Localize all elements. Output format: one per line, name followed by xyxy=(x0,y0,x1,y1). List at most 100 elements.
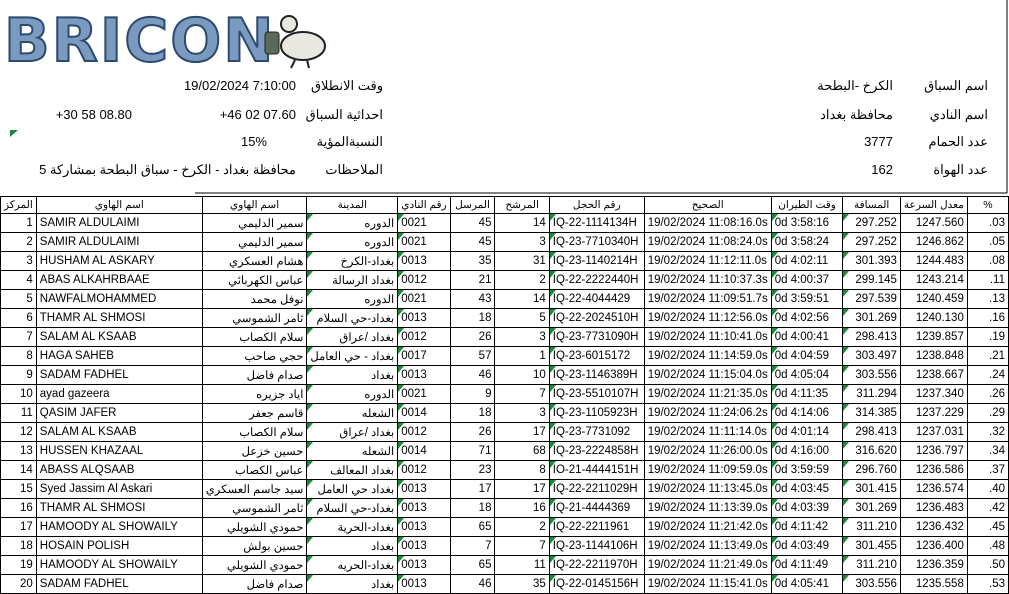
table-row: 20 SADAM FADHEL صدام فاضل بغداد 0013 46 35 IQ-2… xyxy=(0,574,1009,594)
table-cell: ثامر الشموسي xyxy=(201,498,308,518)
table-cell: 46 xyxy=(449,574,496,594)
table-cell: 19/02/2024 11:13:39.0s xyxy=(643,498,772,518)
table-cell: 298.413 xyxy=(842,422,901,442)
table-cell: سلام الكصاب xyxy=(201,327,308,347)
table-cell: 0d 3:58:16 xyxy=(770,213,844,233)
table-cell: عباس الكهربائي xyxy=(201,270,308,290)
field-label: اسم السباق xyxy=(924,78,988,93)
table-cell: 2 xyxy=(494,270,550,290)
table-cell: بغداد-حي السلام xyxy=(306,308,399,328)
table-cell: .32 xyxy=(966,422,1009,442)
table-cell: 297.539 xyxy=(842,289,901,309)
table-cell: 0012 xyxy=(397,270,451,290)
table-cell: ABAS ALKAHRBAAE xyxy=(35,270,203,290)
table-row: 16 THAMR AL SHMOSI ثامر الشموسي بغداد-حي ال… xyxy=(0,498,1009,518)
table-cell: 18 xyxy=(449,403,496,423)
table-cell: 5 xyxy=(494,308,550,328)
table-cell: 19/02/2024 11:10:37.3s xyxy=(643,270,772,290)
table-cell: 298.413 xyxy=(842,327,901,347)
table-cell: صدام فاضل xyxy=(201,365,308,385)
table-cell: 0d 4:02:11 xyxy=(770,251,844,271)
table-cell: 1236.586 xyxy=(899,460,968,480)
table-cell: IQ-22-1114134H xyxy=(548,213,645,233)
table-cell: 57 xyxy=(449,346,496,366)
table-cell: اياد جزيره xyxy=(201,384,308,404)
table-cell: SADAM FADHEL xyxy=(35,574,203,594)
table-cell: 3 xyxy=(494,327,550,347)
table-cell: 8 xyxy=(0,346,37,366)
table-cell: 9 xyxy=(0,365,37,385)
table-cell: .53 xyxy=(966,574,1009,594)
table-cell: .03 xyxy=(966,213,1009,233)
table-cell: 0013 xyxy=(397,498,451,518)
table-cell: .13 xyxy=(966,289,1009,309)
table-cell: 6 xyxy=(0,308,37,328)
table-cell: 2 xyxy=(494,517,550,537)
table-row: 2 SAMIR ALDULAIMI سمير الدليمي الدوره 0021 45… xyxy=(0,232,1009,252)
table-cell: بغداد xyxy=(306,536,399,556)
table-cell: 0013 xyxy=(397,536,451,556)
table-cell: 18 xyxy=(0,536,37,556)
column-header: الصحيح xyxy=(643,196,772,214)
table-cell: 299.145 xyxy=(842,270,901,290)
table-cell: 0d 4:00:37 xyxy=(770,270,844,290)
table-cell: 0d 4:11:42 xyxy=(770,517,844,537)
table-cell: .34 xyxy=(966,441,1009,461)
table-cell: 0014 xyxy=(397,441,451,461)
table-cell: بغداد-حي السلام xyxy=(306,498,399,518)
table-cell: 303.497 xyxy=(842,346,901,366)
table-cell: 26 xyxy=(449,327,496,347)
table-cell: بغداد الرسالة xyxy=(306,270,399,290)
table-cell: 0013 xyxy=(397,574,451,594)
table-cell: .42 xyxy=(966,498,1009,518)
table-cell: 19/02/2024 11:08:16.0s xyxy=(643,213,772,233)
field-value: +30 58 08.80 xyxy=(55,107,132,122)
table-cell: 0d 4:01:14 xyxy=(770,422,844,442)
field-value: محافظة بغداد - الكرخ - سباق البطحة بمشار… xyxy=(39,162,296,177)
table-cell: هشام العسكري xyxy=(201,251,308,271)
table-cell: 7 xyxy=(449,536,496,556)
header-frame xyxy=(10,0,1008,194)
field-value: محافظة بغداد xyxy=(820,107,893,122)
table-cell: 16 xyxy=(494,498,550,518)
table-cell: 43 xyxy=(449,289,496,309)
column-header: اسم الهاوي xyxy=(201,196,308,214)
table-cell: 0012 xyxy=(397,460,451,480)
table-cell: .29 xyxy=(966,403,1009,423)
table-cell: 0d 4:11:49 xyxy=(770,555,844,575)
table-cell: 301.415 xyxy=(842,479,901,499)
table-cell: 1237.229 xyxy=(899,403,968,423)
column-header: المسافة xyxy=(842,196,901,214)
table-cell: ABASS ALQSAAB xyxy=(35,460,203,480)
table-cell: 0d 4:05:41 xyxy=(770,574,844,594)
table-cell: 1236.797 xyxy=(899,441,968,461)
table-cell: 65 xyxy=(449,555,496,575)
table-cell: 301.269 xyxy=(842,308,901,328)
table-cell: 297.252 xyxy=(842,232,901,252)
table-cell: .48 xyxy=(966,536,1009,556)
table-cell: .05 xyxy=(966,232,1009,252)
table-cell: 0021 xyxy=(397,384,451,404)
table-cell: 12 xyxy=(0,422,37,442)
table-cell: IQ-23-1144106H xyxy=(548,536,645,556)
table-cell: 18 xyxy=(449,498,496,518)
table-cell: IQ-22-0145156H xyxy=(548,574,645,594)
table-row: 7 SALAM AL KSAAB سلام الكصاب بغداد /عراق 001… xyxy=(0,327,1009,347)
table-row: 3 HUSHAM AL ASKARY هشام العسكري بغداد-الكرخ… xyxy=(0,251,1009,271)
table-cell: الدوره xyxy=(306,289,399,309)
table-cell: 17 xyxy=(449,479,496,499)
table-cell: .19 xyxy=(966,327,1009,347)
table-cell: 0d 3:58:24 xyxy=(770,232,844,252)
table-cell: 11 xyxy=(0,403,37,423)
table-cell: 15 xyxy=(0,479,37,499)
table-cell: الدوره xyxy=(306,232,399,252)
table-cell: HAGA SAHEB xyxy=(35,346,203,366)
table-cell: SADAM FADHEL xyxy=(35,365,203,385)
table-cell: 303.556 xyxy=(842,365,901,385)
table-cell: ثامر الشموسي xyxy=(201,308,308,328)
table-cell: حسين بولش xyxy=(201,536,308,556)
table-cell: 10 xyxy=(0,384,37,404)
table-cell: 1 xyxy=(494,346,550,366)
table-cell: IQ-22-2211970H xyxy=(548,555,645,575)
